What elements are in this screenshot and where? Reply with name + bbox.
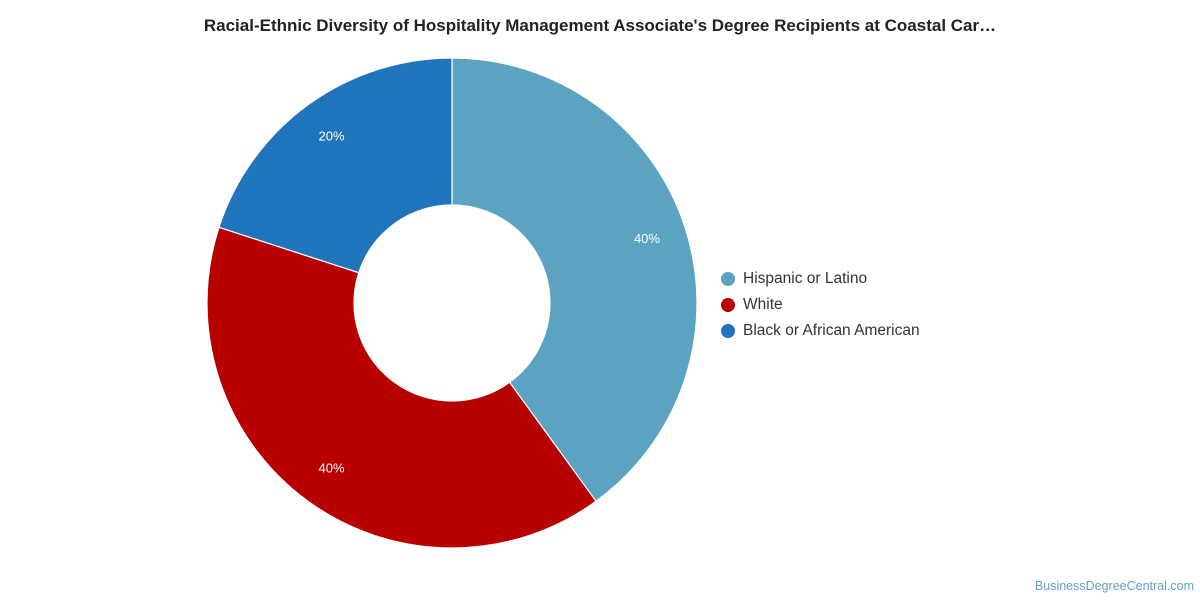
chart-legend: Hispanic or Latino White Black or Africa…	[721, 266, 920, 344]
slice-label-hispanic-or-latino: 40%	[634, 231, 660, 246]
slice-hispanic-or-latino[interactable]	[451, 57, 698, 503]
slice-label-white: 40%	[318, 460, 344, 475]
legend-item-white[interactable]: White	[721, 292, 920, 318]
slice-black-or-african-american[interactable]	[218, 57, 453, 274]
legend-swatch-white	[721, 298, 735, 312]
chart-title: Racial-Ethnic Diversity of Hospitality M…	[203, 16, 997, 35]
legend-swatch-hispanic-or-latino	[721, 272, 735, 286]
slice-label-black-or-african-american: 20%	[318, 129, 344, 144]
legend-label-white: White	[743, 296, 783, 313]
legend-swatch-black-or-african-american	[721, 324, 735, 338]
legend-item-hispanic-or-latino[interactable]: Hispanic or Latino	[721, 266, 920, 292]
legend-item-black-or-african-american[interactable]: Black or African American	[721, 318, 920, 344]
legend-label-hispanic-or-latino: Hispanic or Latino	[743, 270, 868, 287]
slice-white[interactable]	[206, 226, 597, 549]
site-watermark[interactable]: BusinessDegreeCentral.com	[1034, 579, 1194, 593]
legend-label-black-or-african-american: Black or African American	[743, 322, 920, 339]
